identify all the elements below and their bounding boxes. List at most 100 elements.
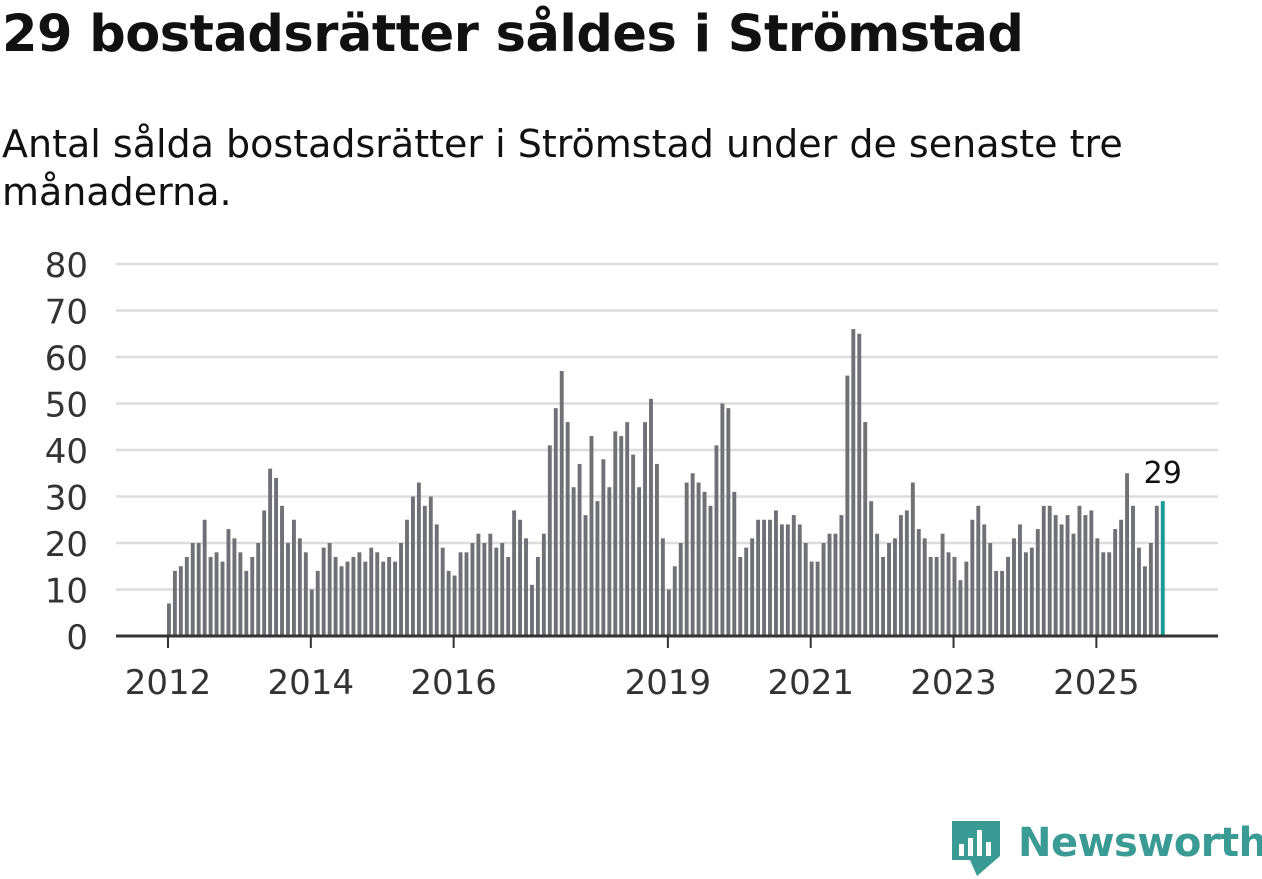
bar	[720, 403, 725, 636]
bar	[256, 543, 261, 636]
bar	[851, 329, 856, 636]
bar	[643, 422, 647, 636]
bar	[1119, 519, 1124, 636]
bar	[702, 491, 707, 636]
bar	[351, 556, 356, 636]
bar	[190, 543, 195, 636]
bar	[708, 505, 713, 636]
bar	[785, 524, 790, 636]
bar	[553, 408, 558, 636]
bar	[422, 505, 427, 636]
bar	[690, 473, 695, 636]
bar	[958, 580, 963, 636]
bar	[357, 552, 362, 636]
bar	[1113, 529, 1118, 636]
y-tick-label: 30	[45, 479, 88, 519]
bar	[583, 515, 588, 636]
bar	[470, 543, 475, 636]
bar	[220, 561, 225, 636]
bar	[530, 584, 534, 636]
bar	[845, 375, 850, 636]
newsworthy-chart-icon	[952, 821, 1000, 876]
bar	[898, 515, 903, 636]
bar	[345, 561, 350, 636]
bar	[244, 570, 249, 636]
bar	[887, 543, 891, 636]
bar	[172, 570, 177, 636]
bar	[839, 515, 844, 636]
bar	[410, 496, 415, 636]
bar	[577, 463, 582, 636]
bar	[779, 524, 784, 636]
bar	[363, 561, 368, 636]
bar	[434, 524, 439, 636]
bar	[262, 510, 267, 636]
x-axis: 2012 2014 2016 2019 2021 2023 2025	[116, 634, 1218, 703]
bar	[1083, 515, 1088, 636]
bar	[375, 552, 380, 636]
x-tick-label: 2025	[1053, 663, 1140, 703]
annotations: 29	[1144, 456, 1182, 491]
bar	[1107, 552, 1112, 636]
bar	[881, 556, 886, 636]
newsworthy-logo: Newsworthy	[950, 818, 1262, 878]
bar	[910, 482, 915, 636]
bar	[1154, 505, 1159, 636]
bar	[970, 519, 975, 636]
bar	[381, 561, 386, 636]
bar-highlight	[1160, 501, 1165, 636]
bar	[1041, 505, 1046, 636]
bar	[601, 459, 606, 636]
bar	[405, 519, 409, 636]
highlight-value-label: 29	[1144, 456, 1182, 491]
bar	[428, 496, 433, 636]
bar	[369, 547, 374, 636]
y-axis-labels: 0 10 20 30 40 50 60 70 80	[45, 246, 88, 658]
bar	[827, 533, 832, 636]
bar	[809, 561, 814, 636]
bar	[291, 519, 296, 636]
chart-subtitle: Antal sålda bostadsrätter i Strömstad un…	[2, 122, 1123, 214]
bar	[559, 370, 564, 636]
bar	[268, 468, 273, 636]
bar	[940, 533, 945, 636]
bar	[893, 538, 897, 636]
x-tick-label: 2019	[625, 663, 712, 703]
bar	[946, 552, 951, 636]
bar	[500, 543, 505, 636]
bar	[494, 547, 499, 636]
bar	[613, 431, 618, 636]
bar	[768, 519, 772, 636]
bar	[684, 482, 689, 636]
bar	[1029, 547, 1034, 636]
bar	[589, 436, 594, 636]
bar	[660, 538, 665, 636]
bar	[1101, 552, 1106, 636]
bar	[518, 519, 523, 636]
bar	[595, 501, 600, 636]
bar	[1047, 505, 1052, 636]
bar	[1131, 505, 1135, 636]
bar	[964, 561, 969, 636]
x-tick-label: 2012	[125, 663, 212, 703]
x-tick-label: 2021	[767, 663, 854, 703]
y-tick-label: 80	[45, 246, 88, 286]
bar	[1000, 570, 1005, 636]
bar	[1125, 473, 1130, 636]
bar	[339, 566, 344, 636]
bar	[732, 491, 737, 636]
bar	[619, 436, 624, 636]
x-tick-label: 2016	[410, 663, 497, 703]
bar	[791, 515, 796, 636]
bar	[1006, 556, 1010, 636]
bar	[208, 556, 213, 636]
bar	[869, 501, 874, 636]
bar	[506, 556, 511, 636]
bar	[214, 552, 219, 636]
bar	[1023, 552, 1028, 636]
bar	[547, 445, 552, 636]
bar	[333, 556, 338, 636]
bar	[565, 422, 570, 636]
bar	[321, 547, 326, 636]
